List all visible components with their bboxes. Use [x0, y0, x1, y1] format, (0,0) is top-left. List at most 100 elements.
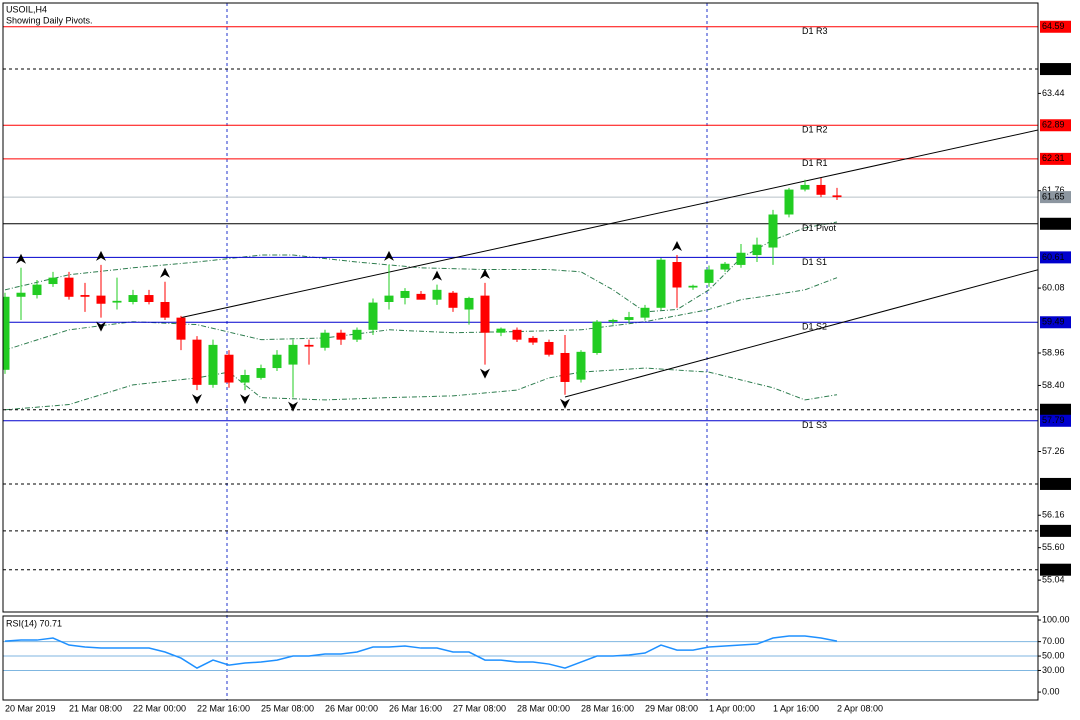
- candle-body: [336, 332, 346, 340]
- candle-body: [704, 269, 714, 283]
- level-name: D1 R1: [802, 158, 828, 168]
- candle-body: [480, 295, 490, 333]
- level-price-label: 60.61: [1042, 252, 1065, 262]
- rsi-tick-label: 30.00: [1042, 665, 1065, 675]
- level-price-label: 57.79: [1042, 415, 1065, 425]
- level-price-box: [1040, 20, 1071, 33]
- x-tick-label: 28 Mar 00:00: [517, 703, 570, 713]
- price-pane: D1 R3 D1 R2 D1 R1 D1 Pivot D1 S1 D1 S2 D1 S3: [3, 26, 1038, 571]
- candle-body: [464, 297, 474, 310]
- candle-body: [528, 337, 538, 343]
- fractal-up: [16, 253, 26, 264]
- candle-body: [496, 328, 506, 333]
- candle-body: [48, 277, 58, 285]
- fractal-up: [160, 267, 170, 278]
- axes: 63.44 61.76 60.08 58.96 58.40 57.26 56.16 55.60…: [5, 20, 1071, 713]
- level-price-label: 63.86: [1042, 63, 1065, 73]
- level-price-label: 61.19: [1042, 218, 1065, 228]
- x-tick-label: 20 Mar 2019: [5, 703, 56, 713]
- candle-body: [288, 344, 298, 365]
- rsi-tick-label: 0.00: [1042, 686, 1060, 696]
- candle-body: [240, 375, 250, 383]
- fractal-down: [480, 368, 490, 379]
- candle-body: [448, 292, 458, 308]
- level-price-label: 62.31: [1042, 153, 1065, 163]
- level-price-box: [1040, 217, 1071, 230]
- candle-body: [736, 252, 746, 265]
- candle-body: [112, 300, 122, 303]
- candle-body: [816, 184, 826, 195]
- candle-body: [208, 344, 218, 385]
- fractal-up: [432, 270, 442, 281]
- candle-body: [784, 189, 794, 215]
- level-price-label: 62.89: [1042, 120, 1065, 130]
- candle-body: [80, 295, 90, 297]
- candle-body: [576, 351, 586, 380]
- y-tick-label: 55.60: [1042, 542, 1065, 552]
- trendline: [564, 269, 1038, 398]
- fractal-up: [96, 250, 106, 261]
- fractal-up: [672, 241, 682, 252]
- x-tick-label: 25 Mar 08:00: [261, 703, 314, 713]
- level-price-box: [1040, 119, 1071, 132]
- candle-body: [752, 244, 762, 256]
- candle-body: [256, 368, 266, 378]
- candle-body: [320, 332, 330, 348]
- candle-body: [272, 354, 282, 369]
- candle-body: [832, 195, 842, 198]
- candle-body: [400, 290, 410, 298]
- current-price-label: 61.65: [1042, 191, 1065, 201]
- candle-body: [800, 184, 810, 190]
- level-price-box: [1040, 403, 1071, 416]
- level-price-box: [1040, 524, 1071, 537]
- y-tick-label: 60.08: [1042, 282, 1065, 292]
- candle-body: [64, 277, 74, 297]
- level-name: D1 R3: [802, 26, 828, 36]
- band-line: [4, 367, 838, 411]
- level-price-label: 64.59: [1042, 21, 1065, 31]
- candle-body: [176, 317, 186, 340]
- level-price-label: 57.98: [1042, 404, 1065, 414]
- x-tick-label: 26 Mar 00:00: [325, 703, 378, 713]
- level-name: D1 S2: [802, 322, 827, 332]
- fractal-up: [480, 268, 490, 279]
- candle-body: [560, 352, 570, 382]
- chart-title: USOIL,H4: [6, 4, 47, 14]
- y-tick-label: 56.16: [1042, 510, 1065, 520]
- candle-body: [96, 295, 106, 304]
- y-tick-label: 58.96: [1042, 347, 1065, 357]
- candle-body: [368, 302, 378, 330]
- level-price-label: 59.49: [1042, 317, 1065, 327]
- level-price-box: [1040, 152, 1071, 165]
- band-line: [4, 221, 838, 313]
- trendline: [180, 129, 1038, 319]
- band-line: [4, 277, 838, 351]
- fractal-down: [96, 321, 106, 332]
- candle-body: [432, 289, 442, 300]
- level-price-box: [1040, 63, 1071, 76]
- fractal-down: [288, 401, 298, 412]
- x-tick-label: 28 Mar 16:00: [581, 703, 634, 713]
- rsi-tick-label: 50.00: [1042, 650, 1065, 660]
- candle-body: [672, 262, 682, 288]
- candle-body: [192, 339, 202, 385]
- level-price-box: [1040, 477, 1071, 490]
- candle-body: [624, 317, 634, 320]
- price-frame: [2, 2, 1039, 613]
- fractal-down: [192, 394, 202, 405]
- fractal-up: [384, 250, 394, 261]
- y-tick-label: 61.76: [1042, 185, 1065, 195]
- candle-body: [16, 292, 26, 297]
- candle-body: [144, 295, 154, 302]
- current-price-box: [1040, 191, 1071, 204]
- x-tick-label: 1 Apr 00:00: [709, 703, 755, 713]
- level-price-label: 55.89: [1042, 525, 1065, 535]
- rsi-tick-label: 100.00: [1042, 614, 1070, 624]
- rsi-line: [4, 635, 838, 669]
- rsi-tick-label: 70.00: [1042, 636, 1065, 646]
- level-price-box: [1040, 563, 1071, 576]
- candle-body: [512, 329, 522, 340]
- candle-body: [592, 321, 602, 353]
